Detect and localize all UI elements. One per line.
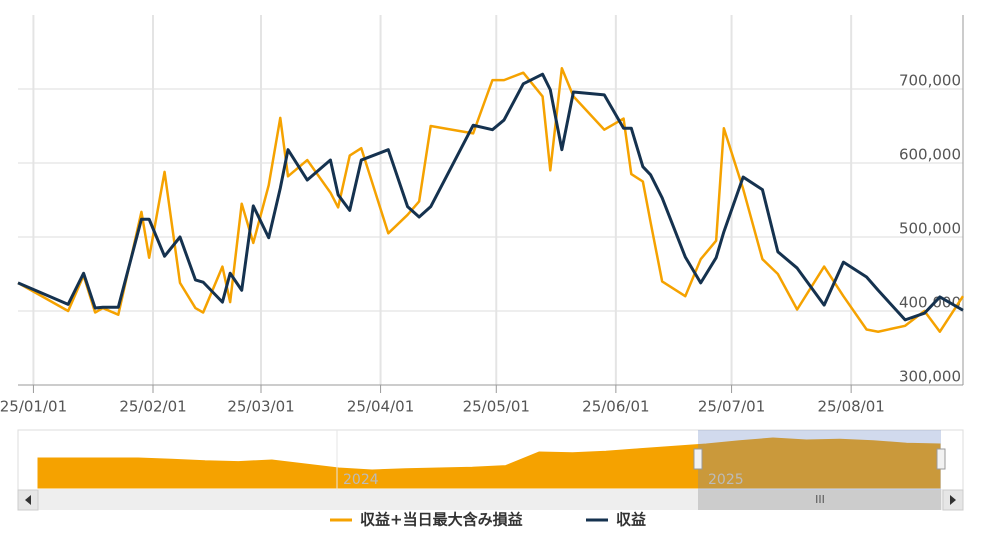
y-tick-label: 500,000 [899, 220, 961, 238]
x-tick-label: 25/06/01 [582, 398, 649, 416]
x-tick-label: 25/03/01 [227, 398, 294, 416]
navigator-area [37, 437, 941, 489]
navigator-selection[interactable] [698, 430, 941, 490]
x-tick-label: 25/01/01 [0, 398, 67, 416]
navigator-label: 2024 [343, 472, 379, 488]
arrow-left [25, 495, 31, 505]
y-tick-label: 600,000 [899, 146, 961, 164]
legend-label[interactable]: 収益+当日最大含み損益 [360, 511, 523, 529]
navigator-handle[interactable] [693, 448, 703, 470]
x-tick-label: 25/08/01 [817, 398, 884, 416]
x-tick-label: 25/05/01 [463, 398, 530, 416]
y-tick-label: 700,000 [899, 72, 961, 90]
y-tick-label: 300,000 [899, 368, 961, 386]
navigator: 2024 2025 [37, 430, 946, 490]
series-line [17, 72, 964, 322]
y-tick-label: 400,000 [899, 294, 961, 312]
scrollbar-thumb[interactable] [698, 490, 941, 510]
plot-area [18, 15, 963, 385]
x-tick-label: 25/07/01 [698, 398, 765, 416]
scrollbar-grip: III [815, 493, 825, 506]
arrow-right [950, 495, 956, 505]
navigator-handle[interactable] [936, 448, 946, 470]
legend-label[interactable]: 収益 [616, 511, 646, 529]
navigator-label: 2025 [708, 472, 744, 488]
x-tick-label: 25/04/01 [347, 398, 414, 416]
series-line [17, 67, 965, 333]
x-tick-label: 25/02/01 [119, 398, 186, 416]
legend: 収益+当日最大含み損益 収益 [330, 511, 646, 529]
